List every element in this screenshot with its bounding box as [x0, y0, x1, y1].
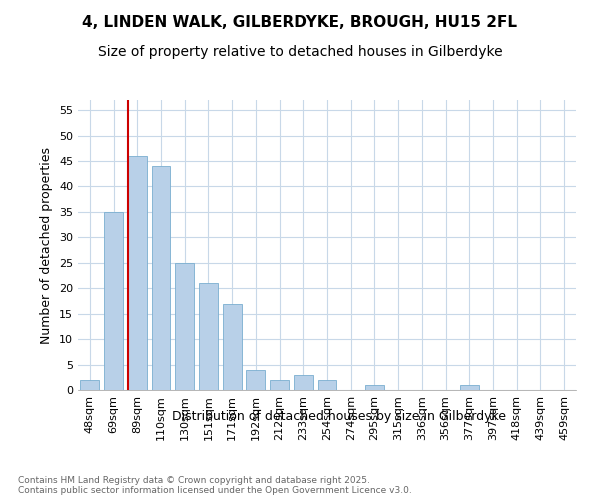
Bar — [460, 385, 479, 390]
Text: Contains HM Land Registry data © Crown copyright and database right 2025.: Contains HM Land Registry data © Crown c… — [18, 476, 370, 485]
Y-axis label: Number of detached properties: Number of detached properties — [40, 146, 53, 344]
Bar — [365, 385, 384, 390]
Bar — [152, 166, 170, 390]
Bar — [128, 156, 147, 390]
Bar — [247, 370, 265, 390]
Text: Distribution of detached houses by size in Gilberdyke: Distribution of detached houses by size … — [172, 410, 506, 423]
Bar — [270, 380, 289, 390]
Text: Contains public sector information licensed under the Open Government Licence v3: Contains public sector information licen… — [18, 486, 412, 495]
Bar — [294, 374, 313, 390]
Bar — [199, 283, 218, 390]
Bar — [175, 263, 194, 390]
Bar — [223, 304, 242, 390]
Bar — [104, 212, 123, 390]
Bar — [317, 380, 337, 390]
Bar — [80, 380, 100, 390]
Text: 4, LINDEN WALK, GILBERDYKE, BROUGH, HU15 2FL: 4, LINDEN WALK, GILBERDYKE, BROUGH, HU15… — [83, 15, 517, 30]
Text: Size of property relative to detached houses in Gilberdyke: Size of property relative to detached ho… — [98, 45, 502, 59]
